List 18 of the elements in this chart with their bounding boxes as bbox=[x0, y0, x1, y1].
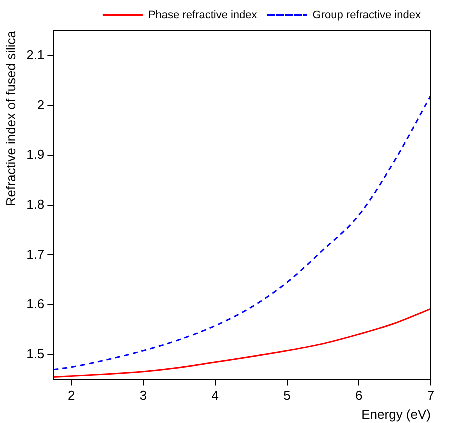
y-tick-label: 2 bbox=[37, 97, 45, 112]
x-tick-label: 6 bbox=[356, 388, 363, 404]
y-axis-title: Refractive index of fused silica bbox=[3, 30, 18, 207]
y-tick-label: 1.7 bbox=[26, 246, 45, 262]
line-series bbox=[54, 95, 431, 371]
x-tick-label: 2 bbox=[68, 388, 76, 404]
y-tick-label: 1.8 bbox=[26, 196, 45, 212]
y-tick-label: 1.9 bbox=[26, 147, 45, 162]
x-tick-label: 7 bbox=[427, 388, 435, 404]
x-tick-label: 5 bbox=[284, 388, 291, 404]
legend-label: Group refractive index bbox=[312, 10, 422, 22]
y-tick-label: 1.5 bbox=[26, 346, 45, 362]
x-tick-label: 4 bbox=[212, 388, 219, 404]
y-tick-label: 1.6 bbox=[26, 296, 45, 312]
x-tick-label: 3 bbox=[140, 388, 148, 404]
x-axis-title: Energy (eV) bbox=[362, 406, 431, 422]
legend-label: Phase refractive index bbox=[148, 10, 258, 22]
y-tick-label: 2.1 bbox=[26, 47, 45, 62]
